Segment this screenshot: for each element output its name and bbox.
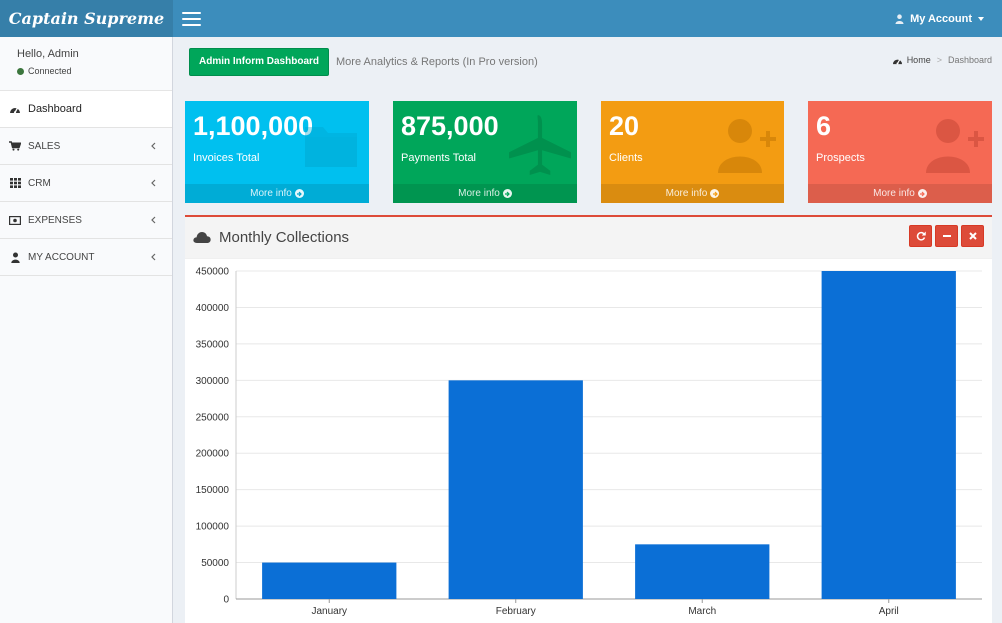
cloud-icon [193,232,211,243]
sidebar-toggle-icon[interactable] [182,11,201,26]
tile-label: Prospects [816,152,865,164]
sidebar: Hello, Admin Connected Dashboard SALES C… [0,37,173,623]
x-tick-label: March [688,606,716,617]
chevron-left-icon [151,179,156,187]
refresh-icon [916,231,926,241]
breadcrumb-home[interactable]: Home [906,55,931,65]
sidebar-item-label: MY ACCOUNT [28,251,95,263]
arrow-circle-right-icon [917,189,927,198]
user-icon [9,251,21,263]
tile-value: 875,000 [401,111,499,141]
sidebar-item-label: EXPENSES [28,214,82,226]
sidebar-item-label: CRM [28,177,51,189]
caret-down-icon [978,16,984,21]
box-title: Monthly Collections [219,229,350,246]
x-tick-label: January [311,606,347,617]
y-tick-label: 0 [223,595,229,606]
my-account-menu[interactable]: My Account [895,13,984,25]
sidebar-item-label: Dashboard [28,103,82,115]
y-tick-label: 400000 [196,303,230,314]
invoices-more-info-link[interactable]: More info [185,184,369,203]
chevron-left-icon [151,142,156,150]
sidebar-item-sales[interactable]: SALES [0,128,172,165]
x-tick-label: February [496,606,536,617]
remove-button[interactable] [961,225,984,247]
plane-icon [509,115,571,175]
bar-chart: 0 50000 100000 150000 200000 250000 300000 3500… [196,267,982,617]
y-tick-label: 250000 [196,412,230,423]
tile-value: 1,100,000 [193,111,314,141]
more-info-label: More info [873,188,915,199]
status-label: Connected [28,66,72,76]
user-panel: Hello, Admin Connected [0,37,172,91]
user-plus-icon [718,119,776,173]
top-navbar: My Account [173,0,1002,37]
breadcrumb: Home > Dashboard [892,55,992,65]
content-header: Admin Inform Dashboard More Analytics & … [173,37,1002,86]
breadcrumb-separator: > [936,55,942,65]
chart-bar [448,380,583,599]
chart-bar [635,544,770,599]
x-tick-label: April [879,606,899,617]
breadcrumb-current: Dashboard [947,55,992,65]
clients-more-info-link[interactable]: More info [601,184,784,203]
sidebar-item-expenses[interactable]: EXPENSES [0,202,172,239]
y-tick-label: 350000 [196,339,230,350]
chart-bar [821,271,956,599]
sidebar-item-crm[interactable]: CRM [0,165,172,202]
arrow-circle-right-icon [710,189,720,198]
more-info-label: More info [665,188,708,199]
chart-bar [262,562,397,599]
sidebar-item-label: SALES [28,140,61,152]
page-subtitle: More Analytics & Reports (In Pro version… [336,55,538,68]
dashboard-icon [9,103,21,115]
money-icon [9,214,21,226]
clients-tile: 20 Clients More info [601,101,784,203]
user-greeting: Hello, Admin [17,48,79,60]
folder-icon [305,127,357,167]
sidebar-item-my-account[interactable]: MY ACCOUNT [0,239,172,276]
my-account-label: My Account [910,12,972,25]
admin-dashboard-button[interactable]: Admin Inform Dashboard [189,47,330,76]
y-tick-label: 300000 [196,376,230,387]
user-plus-icon [926,119,984,173]
cart-icon [9,140,21,152]
refresh-button[interactable] [909,225,932,247]
y-tick-label: 450000 [196,267,230,278]
arrow-circle-right-icon [294,189,304,198]
payments-more-info-link[interactable]: More info [393,184,577,203]
more-info-label: More info [458,188,500,199]
minus-icon [942,235,951,237]
chevron-left-icon [151,216,156,224]
grid-icon [9,177,21,189]
prospects-tile: 6 Prospects More info [808,101,992,203]
y-tick-label: 50000 [201,558,229,569]
tile-label: Invoices Total [193,152,260,164]
arrow-circle-right-icon [502,189,512,198]
sidebar-item-dashboard[interactable]: Dashboard [0,91,172,128]
y-tick-label: 200000 [196,449,230,460]
close-icon [968,232,977,240]
app-logo[interactable]: Captain Supreme [0,0,173,37]
y-tick-label: 100000 [196,522,230,533]
tile-value: 6 [816,111,832,141]
y-tick-label: 150000 [196,485,230,496]
dashboard-icon [892,58,902,64]
online-status-icon [17,67,24,75]
more-info-label: More info [250,188,292,199]
user-status: Connected [17,66,172,76]
chart-area: 0 50000 100000 150000 200000 250000 300000 3500… [185,261,992,623]
user-icon [895,13,904,24]
box-header: Monthly Collections [185,217,992,259]
monthly-collections-box: Monthly Collections 0 50000 100000 150000 20… [185,215,992,623]
tile-label: Payments Total [401,152,477,164]
invoices-tile: 1,100,000 Invoices Total More info [185,101,369,203]
tile-label: Clients [609,152,643,164]
tile-value: 20 [609,111,640,141]
chevron-left-icon [151,253,156,261]
prospects-more-info-link[interactable]: More info [808,184,992,203]
payments-tile: 875,000 Payments Total More info [393,101,577,203]
box-tools [909,225,984,247]
collapse-button[interactable] [935,225,958,247]
